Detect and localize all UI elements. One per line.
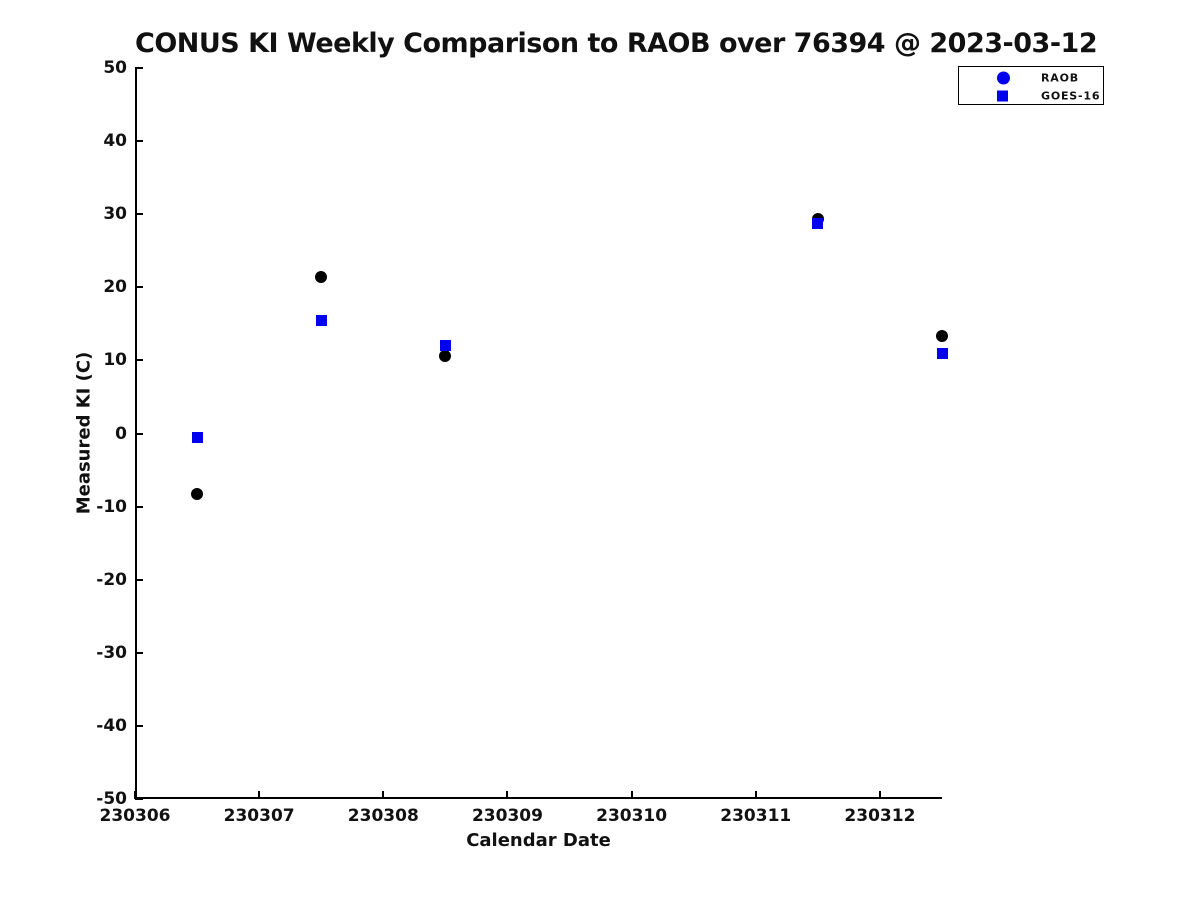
- x-tick-mark: [506, 791, 509, 799]
- chart-title: CONUS KI Weekly Comparison to RAOB over …: [135, 28, 1098, 59]
- legend-row-raob: RAOB: [959, 68, 1103, 87]
- y-tick-label: 0: [115, 423, 127, 444]
- goes16-point: [936, 347, 948, 359]
- y-tick-label: 40: [103, 131, 127, 152]
- x-tick-label: 230311: [720, 806, 792, 826]
- x-tick-label: 230312: [844, 806, 916, 826]
- x-tick-label: 230306: [99, 806, 171, 826]
- y-tick-mark: [135, 359, 143, 362]
- raob-point: [936, 329, 948, 342]
- y-tick-mark: [135, 651, 143, 654]
- y-tick-mark: [135, 578, 143, 581]
- y-tick-mark: [135, 67, 143, 69]
- raob-point: [315, 271, 328, 284]
- x-tick-label: 230307: [223, 806, 295, 826]
- legend-label: GOES-16: [1041, 89, 1101, 102]
- y-tick-label: -50: [96, 789, 127, 809]
- y-tick-label: 10: [103, 350, 127, 371]
- x-tick-mark: [258, 791, 261, 799]
- y-tick-mark: [135, 140, 143, 143]
- raob-point: [439, 350, 452, 362]
- y-tick-mark: [135, 798, 143, 800]
- y-tick-label: -30: [96, 642, 127, 663]
- y-tick-mark: [135, 505, 143, 508]
- x-tick-mark: [630, 791, 633, 799]
- y-tick-mark: [135, 213, 143, 216]
- x-tick-label: 230308: [347, 806, 419, 826]
- y-tick-label: 50: [103, 58, 127, 78]
- y-tick-label: -20: [96, 569, 127, 590]
- goes16-point: [191, 431, 203, 443]
- y-tick-label: 30: [103, 204, 127, 225]
- x-axis-label: Calendar Date: [466, 830, 611, 851]
- legend: RAOB GOES-16: [958, 66, 1104, 105]
- x-tick-mark: [754, 791, 757, 799]
- y-tick-mark: [135, 724, 143, 727]
- raob-point: [191, 488, 204, 501]
- y-tick-mark: [135, 432, 143, 435]
- legend-square-marker-icon: [997, 90, 1008, 101]
- x-tick-label: 230309: [471, 806, 543, 826]
- legend-label: RAOB: [1041, 71, 1079, 84]
- legend-circle-marker-icon: [997, 71, 1010, 84]
- y-tick-label: -40: [96, 715, 127, 736]
- x-tick-label: 230310: [596, 806, 668, 826]
- plot-area: [135, 68, 942, 799]
- goes16-point: [439, 340, 451, 352]
- y-tick-mark: [135, 286, 143, 289]
- x-tick-mark: [878, 791, 881, 799]
- y-tick-label: -10: [96, 496, 127, 517]
- y-tick-label: 20: [103, 277, 127, 298]
- legend-row-goes16: GOES-16: [959, 86, 1103, 105]
- goes16-point: [315, 315, 327, 327]
- goes16-point: [812, 218, 824, 230]
- x-tick-mark: [382, 791, 385, 799]
- x-tick-mark: [134, 791, 136, 799]
